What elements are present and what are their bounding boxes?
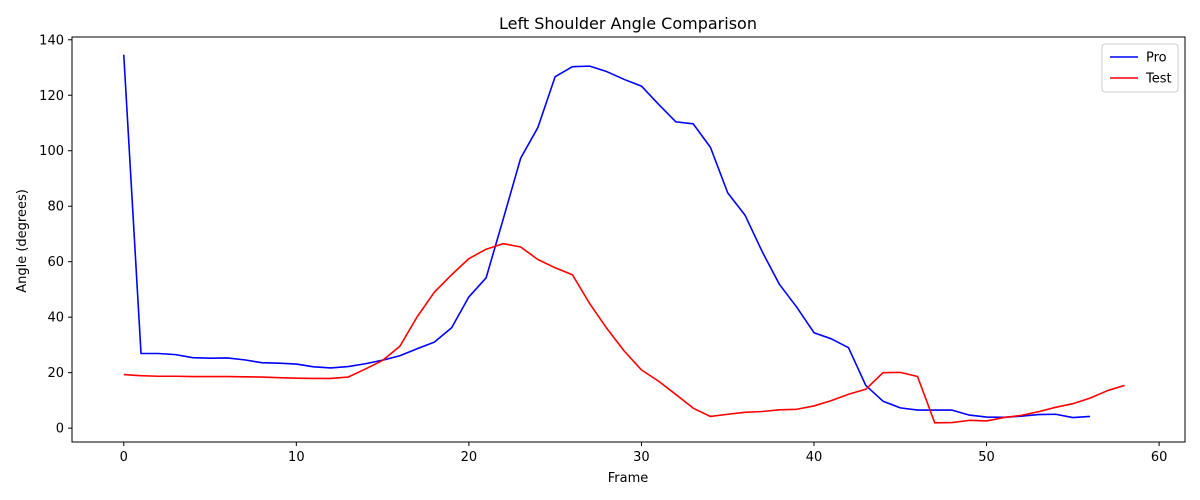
x-tick-label: 0 [120, 450, 128, 465]
y-tick-label: 100 [39, 144, 64, 159]
chart-title: Left Shoulder Angle Comparison [499, 14, 757, 33]
x-tick-label: 30 [633, 450, 650, 465]
series-line-pro [122, 54, 1091, 419]
legend-box [1101, 43, 1179, 93]
y-tick-label: 20 [47, 366, 64, 381]
x-tick-label: 60 [1151, 450, 1168, 465]
y-tick-label: 140 [39, 33, 64, 48]
y-axis-title: Angle (degrees) [15, 189, 30, 293]
plot-area [122, 54, 1125, 424]
y-tick-label: 40 [47, 311, 64, 326]
x-tick-label: 50 [978, 450, 995, 465]
x-tick-label: 10 [288, 450, 305, 465]
legend-label-test: Test [1145, 72, 1172, 87]
legend: Pro Test [1101, 43, 1179, 93]
x-axis: 0 10 20 30 40 50 60 [120, 442, 1168, 465]
y-tick-label: 60 [47, 255, 64, 270]
y-axis: 0 20 40 60 80 100 120 140 [39, 33, 72, 437]
x-axis-title: Frame [608, 471, 649, 486]
x-tick-label: 40 [806, 450, 823, 465]
plot-frame [71, 36, 1186, 443]
series-line-test [123, 242, 1125, 424]
y-tick-label: 120 [39, 89, 64, 104]
legend-label-pro: Pro [1146, 51, 1167, 66]
x-tick-label: 20 [461, 450, 478, 465]
y-tick-label: 80 [47, 200, 64, 215]
y-tick-label: 0 [56, 422, 64, 437]
